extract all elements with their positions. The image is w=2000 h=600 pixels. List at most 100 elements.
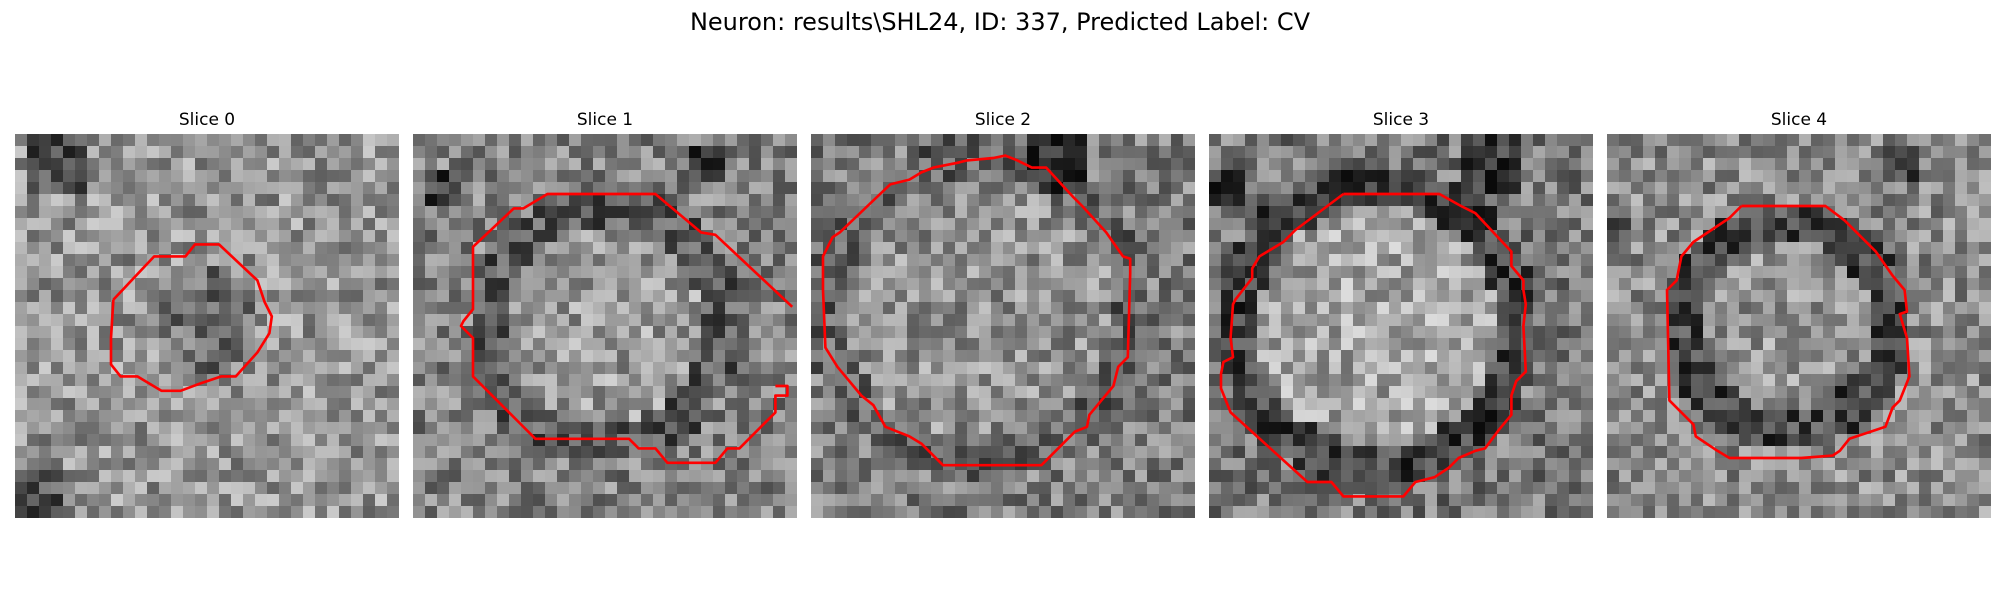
pixel (1413, 206, 1426, 219)
pixel (593, 374, 606, 387)
pixel (1931, 278, 1944, 291)
pixel (1703, 278, 1716, 291)
pixel (183, 446, 196, 459)
pixel (315, 230, 328, 243)
pixel (1365, 266, 1378, 279)
pixel (1317, 290, 1330, 303)
pixel (87, 266, 100, 279)
pixel (823, 290, 836, 303)
pixel (15, 494, 28, 507)
pixel (823, 410, 836, 423)
pixel (1221, 446, 1234, 459)
pixel (1763, 254, 1776, 267)
pixel (1281, 482, 1294, 495)
pixel (1087, 326, 1100, 339)
pixel (1473, 374, 1486, 387)
pixel (991, 134, 1004, 147)
pixel (1233, 278, 1246, 291)
pixel (1233, 470, 1246, 483)
pixel (1305, 242, 1318, 255)
pixel (823, 266, 836, 279)
pixel (895, 146, 908, 159)
pixel (1787, 242, 1800, 255)
pixel (569, 386, 582, 399)
pixel (1557, 290, 1570, 303)
pixel (509, 218, 522, 231)
pixel (1703, 446, 1716, 459)
pixel (521, 446, 534, 459)
pixel (1739, 278, 1752, 291)
pixel (895, 194, 908, 207)
pixel (1413, 494, 1426, 507)
pixel (1281, 494, 1294, 507)
pixel (1679, 218, 1692, 231)
pixel (737, 266, 750, 279)
pixel (773, 158, 786, 171)
pixel (1557, 350, 1570, 363)
pixel (919, 386, 932, 399)
pixel (1485, 350, 1498, 363)
pixel (557, 302, 570, 315)
pixel (665, 326, 678, 339)
pixel (1437, 338, 1450, 351)
pixel (1715, 326, 1728, 339)
pixel (473, 482, 486, 495)
pixel (123, 206, 136, 219)
pixel (75, 230, 88, 243)
pixel (473, 506, 486, 518)
pixel (1075, 446, 1088, 459)
pixel (1727, 350, 1740, 363)
pixel (713, 338, 726, 351)
pixel (533, 458, 546, 471)
pixel (1147, 302, 1160, 315)
pixel (1365, 170, 1378, 183)
pixel (1051, 242, 1064, 255)
pixel (677, 302, 690, 315)
pixel (87, 326, 100, 339)
pixel (473, 350, 486, 363)
pixel (243, 494, 256, 507)
pixel (279, 230, 292, 243)
pixel (1655, 158, 1668, 171)
pixel (135, 350, 148, 363)
pixel (1461, 494, 1474, 507)
pixel (27, 278, 40, 291)
pixel (1823, 230, 1836, 243)
pixel (943, 362, 956, 375)
pixel (171, 194, 184, 207)
pixel (339, 230, 352, 243)
pixel (1389, 146, 1402, 159)
pixel (461, 266, 474, 279)
pixel (1533, 146, 1546, 159)
pixel (1581, 338, 1593, 351)
pixel (327, 446, 340, 459)
pixel (1209, 398, 1222, 411)
pixel (243, 338, 256, 351)
pixel (907, 494, 920, 507)
pixel (1727, 386, 1740, 399)
pixel (773, 374, 786, 387)
pixel (991, 206, 1004, 219)
pixel (557, 278, 570, 291)
pixel (1763, 326, 1776, 339)
pixel (1703, 170, 1716, 183)
pixel (27, 206, 40, 219)
pixel (135, 506, 148, 518)
pixel (51, 374, 64, 387)
pixel (1485, 290, 1498, 303)
pixel (1679, 314, 1692, 327)
pixel (1619, 146, 1632, 159)
pixel (1281, 182, 1294, 195)
pixel (363, 374, 376, 387)
pixel (27, 326, 40, 339)
pixel (713, 314, 726, 327)
pixel (1557, 218, 1570, 231)
pixel (1425, 290, 1438, 303)
pixel (1811, 374, 1824, 387)
pixel (1027, 170, 1040, 183)
pixel (521, 410, 534, 423)
pixel (1087, 482, 1100, 495)
pixel (1557, 458, 1570, 471)
pixel (1233, 254, 1246, 267)
pixel (811, 266, 824, 279)
